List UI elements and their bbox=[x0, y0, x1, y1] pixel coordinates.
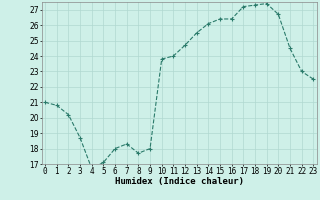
X-axis label: Humidex (Indice chaleur): Humidex (Indice chaleur) bbox=[115, 177, 244, 186]
